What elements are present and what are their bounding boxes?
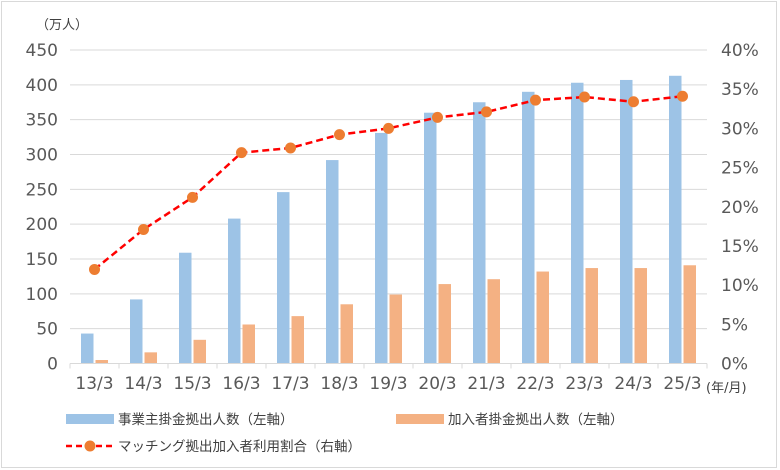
left-tick-label: 400: [26, 76, 58, 96]
ratio-marker: [236, 147, 247, 159]
legend-marker-dot: [84, 440, 96, 452]
bar-employer: [669, 75, 682, 364]
bar-employer: [326, 160, 339, 364]
left-tick-label: 300: [26, 146, 58, 166]
ratio-marker: [579, 91, 590, 103]
right-axis-ticks: 0% 5% 10% 15% 20% 25% 30% 35% 40%: [721, 41, 759, 375]
legend-item-member: 加入者掛金拠出人数（左軸）: [396, 412, 624, 428]
bar-series: [81, 75, 696, 364]
bar-member: [438, 284, 451, 364]
x-tick-label: 15/3: [173, 374, 211, 394]
bar-member: [193, 339, 206, 364]
bar-member: [291, 316, 304, 364]
x-tick-label: 20/3: [418, 374, 456, 394]
bar-member: [144, 352, 157, 364]
bar-member: [536, 271, 549, 364]
ratio-marker: [628, 96, 639, 108]
line-series: [89, 90, 688, 275]
x-tick-label: 22/3: [516, 374, 554, 394]
right-tick-label: 30%: [721, 119, 759, 139]
bar-member: [585, 268, 598, 364]
bar-member: [487, 279, 500, 364]
bar-member: [683, 265, 696, 364]
x-tick-label: 23/3: [565, 374, 603, 394]
right-tick-label: 5%: [721, 315, 748, 335]
legend-label: マッチング拠出加入者利用割合（右軸）: [118, 438, 361, 455]
ratio-marker: [89, 263, 100, 275]
x-tick-label: 25/3: [663, 374, 701, 394]
left-tick-label: 350: [26, 111, 58, 131]
ratio-marker: [138, 223, 149, 235]
right-tick-label: 25%: [721, 159, 759, 179]
x-tick-label: 14/3: [124, 374, 162, 394]
ratio-marker: [383, 122, 394, 134]
bar-employer: [179, 252, 192, 364]
x-tick-label: 18/3: [320, 374, 358, 394]
x-axis: 13/3 14/3 15/3 16/3 17/3 18/3 19/3 20/3 21/3 22/3…: [69, 363, 708, 394]
bar-employer: [424, 112, 437, 364]
bar-member: [634, 268, 647, 364]
x-tick-label: 13/3: [75, 374, 113, 394]
x-tick-label: 19/3: [369, 374, 407, 394]
left-axis-unit: （万人）: [36, 18, 88, 33]
right-tick-label: 15%: [721, 237, 759, 257]
x-tick-label: 24/3: [614, 374, 652, 394]
legend-item-matching-ratio: マッチング拠出加入者利用割合（右軸）: [66, 438, 361, 455]
legend-label: 加入者掛金拠出人数（左軸）: [448, 412, 624, 428]
right-tick-label: 40%: [721, 41, 759, 61]
ratio-marker: [530, 94, 541, 106]
left-axis-ticks: 0 50 100 150 200 250 300 350 400 450: [26, 41, 58, 375]
legend-swatch-orange: [396, 414, 444, 424]
legend-item-employer: 事業主掛金拠出人数（左軸）: [66, 412, 294, 428]
left-tick-label: 50: [36, 320, 58, 340]
right-tick-label: 20%: [721, 198, 759, 218]
ratio-marker: [334, 129, 345, 141]
bar-member: [242, 324, 255, 364]
x-tick-label: 16/3: [222, 374, 260, 394]
right-tick-label: 35%: [721, 80, 759, 100]
left-tick-label: 450: [26, 41, 58, 61]
left-tick-label: 0: [47, 355, 58, 375]
bar-employer: [473, 102, 486, 364]
legend-label: 事業主掛金拠出人数（左軸）: [118, 412, 294, 428]
bar-employer: [375, 132, 388, 364]
bar-employer: [571, 82, 584, 364]
bar-employer: [81, 333, 94, 364]
left-tick-label: 150: [26, 250, 58, 270]
right-tick-label: 10%: [721, 276, 759, 296]
ratio-marker: [677, 90, 688, 102]
bar-employer: [228, 218, 241, 364]
x-axis-unit: (年/月): [706, 381, 747, 396]
bar-employer: [277, 192, 290, 364]
ratio-marker: [187, 191, 198, 203]
right-tick-label: 0%: [721, 355, 748, 375]
left-tick-label: 200: [26, 215, 58, 235]
legend: 事業主掛金拠出人数（左軸） 加入者掛金拠出人数（左軸） マッチング拠出加入者利用…: [66, 412, 624, 455]
bar-employer: [522, 91, 535, 364]
x-tick-label: 21/3: [467, 374, 505, 394]
ratio-marker: [285, 142, 296, 154]
bar-member: [95, 360, 108, 364]
bar-member: [389, 294, 402, 364]
left-tick-label: 100: [26, 285, 58, 305]
bar-employer: [620, 79, 633, 364]
legend-swatch-blue: [66, 414, 114, 424]
x-tick-label: 17/3: [271, 374, 309, 394]
bar-member: [340, 304, 353, 364]
left-tick-label: 250: [26, 180, 58, 200]
gridlines: [70, 49, 707, 330]
ratio-marker: [481, 106, 492, 118]
ratio-marker: [432, 111, 443, 123]
bar-employer: [130, 299, 143, 364]
ratio-line: [93, 94, 683, 271]
